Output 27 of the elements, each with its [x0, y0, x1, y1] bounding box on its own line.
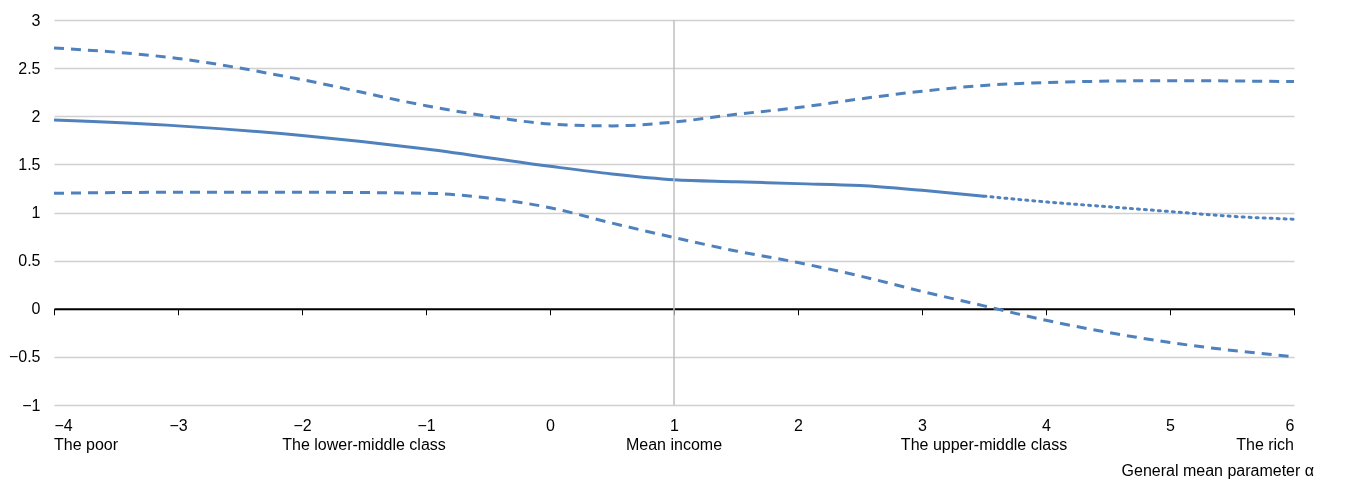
text: The upper-middle class	[900, 436, 1068, 453]
x-tick-label: 1	[670, 416, 680, 434]
line-series	[52, 46, 1296, 128]
text: Mean income	[625, 436, 723, 453]
y-tick-label: −1	[22, 396, 41, 414]
x-tick-label: 6	[1285, 416, 1295, 434]
x-tick-label: 2	[794, 416, 804, 434]
x-tick-label: −3	[169, 416, 188, 434]
y-tick-label: 1	[31, 204, 41, 221]
y-tick-label: 1.5	[18, 155, 41, 173]
text: The poor	[54, 436, 119, 453]
x-tick-label: 3	[918, 416, 928, 434]
text: The rich	[1236, 436, 1294, 453]
y-tick-label: 0	[31, 300, 41, 318]
x-tick-label: −4	[54, 416, 73, 434]
text: The lower-middle class	[282, 436, 446, 453]
x-tick-label: 0	[546, 416, 556, 434]
y-tick-label: 2.5	[18, 59, 41, 77]
y-tick-label: 3	[31, 11, 41, 29]
x-tick-label: 4	[1042, 416, 1052, 434]
x-tick-label: 5	[1166, 416, 1176, 434]
y-tick-label: 2	[31, 107, 41, 125]
y-tick-label: −0.5	[8, 348, 41, 366]
y-tick-label: 0.5	[18, 252, 41, 270]
x-tick-label: −2	[293, 416, 312, 434]
x-tick-label: −1	[417, 416, 436, 434]
x-axis-title: General mean parameter α	[1121, 462, 1314, 479]
